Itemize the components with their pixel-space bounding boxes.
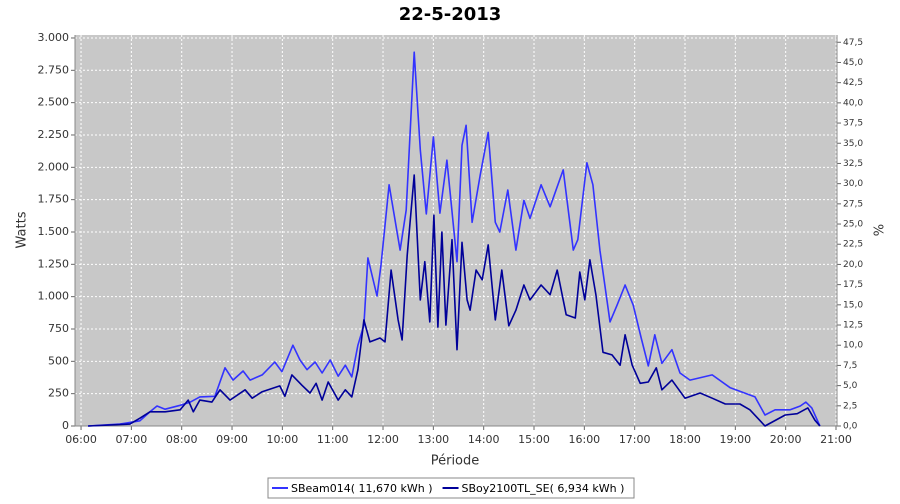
- y-tick-label: 750: [48, 322, 69, 335]
- plot-area: [75, 35, 837, 426]
- series-line: [88, 51, 821, 427]
- y-tick-label: 2.000: [38, 160, 70, 173]
- x-tick-label: 19:00: [719, 433, 751, 446]
- x-tick-label: 13:00: [417, 433, 449, 446]
- y2-tick-label: 35,0: [843, 139, 863, 149]
- y2-tick-label: 5,0: [843, 381, 858, 391]
- x-tick-label: 06:00: [65, 433, 97, 446]
- y-tick-label: 0: [62, 419, 69, 432]
- y2-tick-label: 42,5: [843, 78, 863, 88]
- chart-title: 22-5-2013: [399, 4, 502, 25]
- y2-axis-title: %: [873, 224, 888, 236]
- x-tick-label: 09:00: [216, 433, 248, 446]
- x-tick-label: 21:00: [820, 433, 852, 446]
- y2-tick-label: 20,0: [843, 260, 863, 270]
- y2-tick-label: 17,5: [843, 280, 863, 290]
- y-tick-label: 250: [48, 387, 69, 400]
- legend-label: SBoy2100TL_SE( 6,934 kWh ): [462, 482, 625, 495]
- y-tick-label: 1.250: [38, 257, 70, 270]
- legend-label: SBeam014( 11,670 kWh ): [291, 482, 433, 495]
- y-tick-label: 2.500: [38, 96, 70, 109]
- y-tick-label: 2.750: [38, 63, 70, 76]
- x-tick-label: 16:00: [568, 433, 600, 446]
- y2-tick-label: 15,0: [843, 300, 863, 310]
- x-tick-label: 17:00: [619, 433, 651, 446]
- y2-tick-label: 37,5: [843, 119, 863, 129]
- x-tick-label: 11:00: [317, 433, 349, 446]
- y2-tick-label: 47,5: [843, 38, 863, 48]
- x-tick-label: 20:00: [770, 433, 802, 446]
- series-line: [88, 174, 821, 427]
- y-tick-label: 1.500: [38, 225, 70, 238]
- x-tick-label: 15:00: [518, 433, 550, 446]
- y-axis-title: Watts: [15, 211, 30, 248]
- x-tick-label: 08:00: [166, 433, 198, 446]
- y-tick-label: 500: [48, 354, 69, 367]
- x-tick-label: 14:00: [468, 433, 500, 446]
- y-tick-label: 2.250: [38, 128, 70, 141]
- y-tick-label: 3.000: [38, 31, 70, 44]
- y2-tick-label: 12,5: [843, 321, 863, 331]
- y2-tick-label: 45,0: [843, 58, 863, 68]
- y-tick-label: 1.000: [38, 290, 70, 303]
- x-tick-label: 18:00: [669, 433, 701, 446]
- y2-tick-label: 25,0: [843, 220, 863, 230]
- y2-tick-label: 27,5: [843, 199, 863, 209]
- y2-tick-label: 40,0: [843, 98, 863, 108]
- y2-tick-label: 22,5: [843, 240, 863, 250]
- x-tick-label: 07:00: [116, 433, 148, 446]
- y2-tick-label: 0,0: [843, 422, 858, 432]
- x-tick-label: 12:00: [367, 433, 399, 446]
- y-tick-label: 1.750: [38, 193, 70, 206]
- y2-tick-label: 10,0: [843, 341, 863, 351]
- y2-tick-label: 32,5: [843, 159, 863, 169]
- x-axis-title: Période: [431, 454, 480, 469]
- y2-tick-label: 7,5: [843, 361, 857, 371]
- y2-tick-label: 2,5: [843, 401, 857, 411]
- x-tick-label: 10:00: [267, 433, 299, 446]
- y2-tick-label: 30,0: [843, 179, 863, 189]
